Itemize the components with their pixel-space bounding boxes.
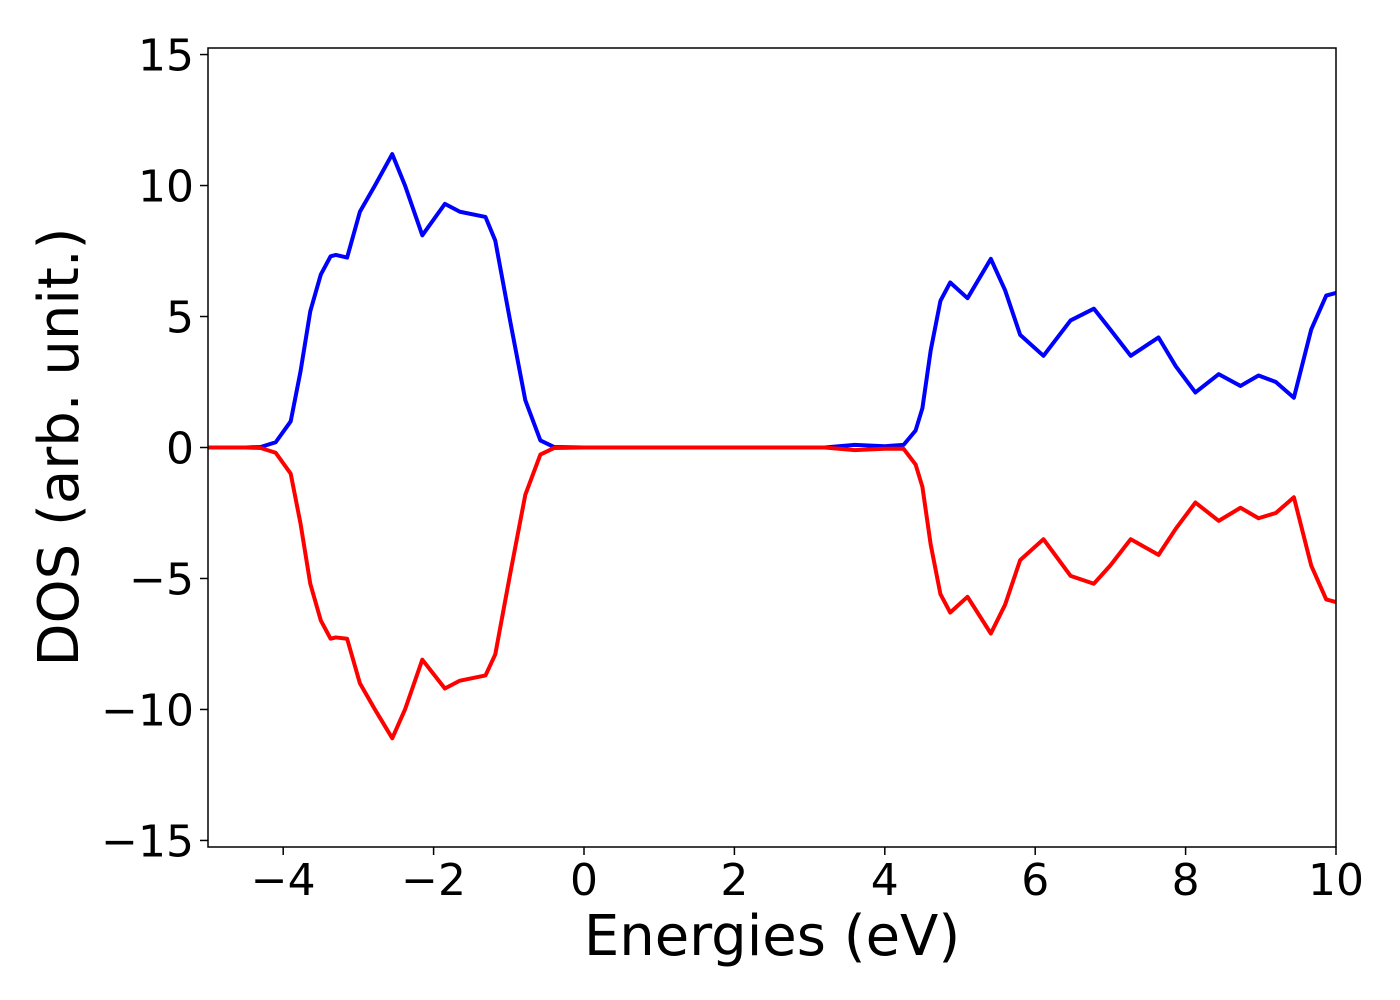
y-tick-label: 5 [166,293,194,344]
y-tick-label: −5 [129,554,194,605]
plot-frame [207,47,1337,848]
y-tick-label: 15 [138,31,194,82]
x-tick-label: 8 [1172,855,1200,906]
x-axis-label: Energies (eV) [584,904,960,969]
y-tick-label: −15 [101,816,194,867]
y-tick-label: −10 [101,685,194,736]
x-tick-label: −4 [251,855,316,906]
line [208,445,1336,741]
x-tick-label: 4 [871,855,899,906]
x-tick-label: 6 [1021,855,1049,906]
x-tick-label: 10 [1308,855,1364,906]
y-tick-label: 0 [166,424,194,475]
y-tick-label: 10 [138,162,194,213]
x-tick-label: 2 [720,855,748,906]
x-tick-label: −2 [401,855,466,906]
x-tick-label: 0 [570,855,598,906]
line [208,152,1336,450]
y-axis-label: DOS (arb. unit.) [27,227,92,666]
